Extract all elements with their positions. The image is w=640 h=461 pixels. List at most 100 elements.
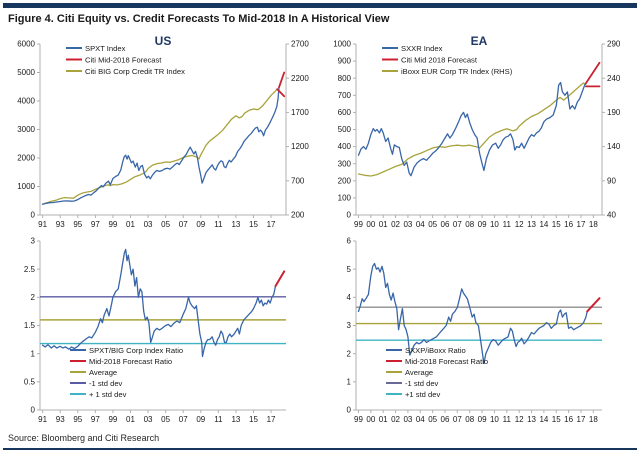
svg-text:1: 1 [347, 377, 352, 386]
svg-text:3: 3 [31, 237, 36, 246]
svg-text:16: 16 [564, 220, 573, 229]
svg-text:01: 01 [379, 220, 388, 229]
chart-us-levels: 0 1000 2000 3000 4000 5000 6000 200 700 1200 1700 2… [4, 31, 320, 232]
svg-text:140: 140 [607, 142, 621, 151]
charts-grid: 0 1000 2000 3000 4000 5000 6000 200 700 1200 1700 2… [4, 31, 636, 427]
svg-text:-1 std dev: -1 std dev [89, 379, 123, 388]
svg-text:290: 290 [607, 40, 621, 49]
svg-text:13: 13 [231, 220, 240, 229]
svg-text:700: 700 [338, 91, 352, 100]
svg-text:05: 05 [428, 220, 437, 229]
svg-text:00: 00 [366, 415, 375, 424]
svg-text:-1 std dev: -1 std dev [405, 379, 439, 388]
svg-text:4: 4 [347, 293, 352, 302]
svg-text:18: 18 [589, 415, 598, 424]
svg-text:10: 10 [490, 220, 499, 229]
svg-text:13: 13 [231, 415, 240, 424]
svg-text:2: 2 [347, 349, 352, 358]
svg-text:15: 15 [249, 415, 258, 424]
svg-text:240: 240 [607, 74, 621, 83]
svg-text:190: 190 [607, 108, 621, 117]
svg-text:600: 600 [338, 108, 352, 117]
svg-text:3000: 3000 [17, 125, 35, 134]
svg-text:04: 04 [416, 415, 425, 424]
svg-text:97: 97 [91, 220, 100, 229]
svg-text:91: 91 [38, 220, 47, 229]
svg-text:3: 3 [347, 321, 352, 330]
svg-text:1200: 1200 [291, 142, 309, 151]
svg-text:4000: 4000 [17, 97, 35, 106]
svg-text:05: 05 [161, 415, 170, 424]
svg-text:09: 09 [478, 220, 487, 229]
svg-text:0: 0 [347, 211, 352, 220]
svg-text:10: 10 [490, 415, 499, 424]
svg-text:0: 0 [31, 211, 36, 220]
svg-text:01: 01 [379, 415, 388, 424]
svg-text:1000: 1000 [17, 182, 35, 191]
svg-text:+ 1 std dev: + 1 std dev [89, 390, 127, 399]
svg-text:Average: Average [89, 368, 117, 377]
svg-text:SXXP/iBoxx Ratio: SXXP/iBoxx Ratio [405, 346, 466, 355]
svg-text:11: 11 [503, 220, 512, 229]
svg-text:100: 100 [338, 194, 352, 203]
svg-text:16: 16 [564, 415, 573, 424]
svg-text:05: 05 [161, 220, 170, 229]
svg-text:0: 0 [347, 406, 352, 415]
top-rule [3, 3, 637, 8]
svg-text:03: 03 [144, 415, 153, 424]
svg-text:14: 14 [539, 415, 548, 424]
svg-text:00: 00 [366, 220, 375, 229]
svg-text:1700: 1700 [291, 108, 309, 117]
svg-text:95: 95 [73, 220, 82, 229]
svg-text:99: 99 [354, 415, 363, 424]
svg-text:99: 99 [108, 220, 117, 229]
svg-text:EA: EA [471, 34, 488, 48]
svg-text:6: 6 [347, 237, 352, 246]
svg-text:01: 01 [126, 415, 135, 424]
svg-text:Mid-2018 Forecast Ratio: Mid-2018 Forecast Ratio [405, 357, 488, 366]
chart-ea-levels: 0 100 200 300 400 500 600 700 800 900 1000 40 90 140 1… [320, 31, 636, 232]
svg-text:03: 03 [144, 220, 153, 229]
svg-text:SPXT Index: SPXT Index [85, 44, 126, 53]
svg-text:500: 500 [338, 125, 352, 134]
svg-text:300: 300 [338, 159, 352, 168]
svg-text:03: 03 [403, 415, 412, 424]
svg-text:15: 15 [249, 220, 258, 229]
svg-text:700: 700 [291, 176, 305, 185]
svg-text:0.5: 0.5 [24, 377, 36, 386]
bottom-rule [3, 448, 637, 450]
svg-text:02: 02 [391, 415, 400, 424]
svg-text:2700: 2700 [291, 40, 309, 49]
svg-text:SXXR Index: SXXR Index [401, 44, 443, 53]
svg-text:17: 17 [267, 220, 276, 229]
svg-text:11: 11 [214, 415, 223, 424]
svg-text:09: 09 [196, 415, 205, 424]
svg-text:17: 17 [577, 415, 586, 424]
svg-text:17: 17 [577, 220, 586, 229]
svg-text:04: 04 [416, 220, 425, 229]
svg-text:93: 93 [56, 220, 65, 229]
svg-text:01: 01 [126, 220, 135, 229]
svg-text:40: 40 [607, 211, 616, 220]
svg-text:800: 800 [338, 74, 352, 83]
svg-text:05: 05 [428, 415, 437, 424]
svg-text:2200: 2200 [291, 74, 309, 83]
svg-text:5000: 5000 [17, 68, 35, 77]
svg-text:1000: 1000 [333, 40, 351, 49]
svg-text:900: 900 [338, 57, 352, 66]
svg-text:Mid-2018 Forecast Ratio: Mid-2018 Forecast Ratio [89, 357, 172, 366]
svg-text:07: 07 [453, 415, 462, 424]
svg-text:07: 07 [179, 415, 188, 424]
svg-text:97: 97 [91, 415, 100, 424]
svg-text:99: 99 [354, 220, 363, 229]
svg-text:13: 13 [527, 220, 536, 229]
svg-text:11: 11 [503, 415, 512, 424]
svg-text:08: 08 [465, 415, 474, 424]
svg-text:0: 0 [31, 406, 36, 415]
svg-text:400: 400 [338, 142, 352, 151]
svg-text:09: 09 [196, 220, 205, 229]
source-note: Source: Bloomberg and Citi Research [8, 433, 160, 443]
svg-text:SPXT/BIG Corp Index Ratio: SPXT/BIG Corp Index Ratio [89, 346, 183, 355]
svg-text:06: 06 [441, 415, 450, 424]
